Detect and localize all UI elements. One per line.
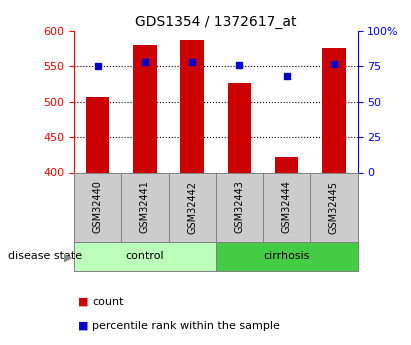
Title: GDS1354 / 1372617_at: GDS1354 / 1372617_at: [135, 14, 296, 29]
Text: GSM32440: GSM32440: [92, 180, 103, 234]
Text: cirrhosis: cirrhosis: [263, 251, 310, 261]
Bar: [322, 48, 346, 172]
Bar: [133, 45, 157, 172]
Text: GSM32442: GSM32442: [187, 180, 197, 234]
Text: ■: ■: [78, 297, 89, 307]
Text: count: count: [92, 297, 124, 307]
Bar: [275, 157, 298, 172]
Bar: [180, 40, 204, 172]
Text: GSM32441: GSM32441: [140, 180, 150, 234]
Text: GSM32443: GSM32443: [234, 180, 245, 234]
Text: GSM32444: GSM32444: [282, 180, 292, 234]
Text: ▶: ▶: [64, 253, 72, 263]
Text: disease state: disease state: [8, 251, 82, 261]
Text: percentile rank within the sample: percentile rank within the sample: [92, 321, 280, 331]
Text: GSM32445: GSM32445: [329, 180, 339, 234]
Bar: [86, 97, 109, 172]
Text: ■: ■: [78, 321, 89, 331]
Bar: [228, 83, 251, 172]
Text: control: control: [126, 251, 164, 261]
